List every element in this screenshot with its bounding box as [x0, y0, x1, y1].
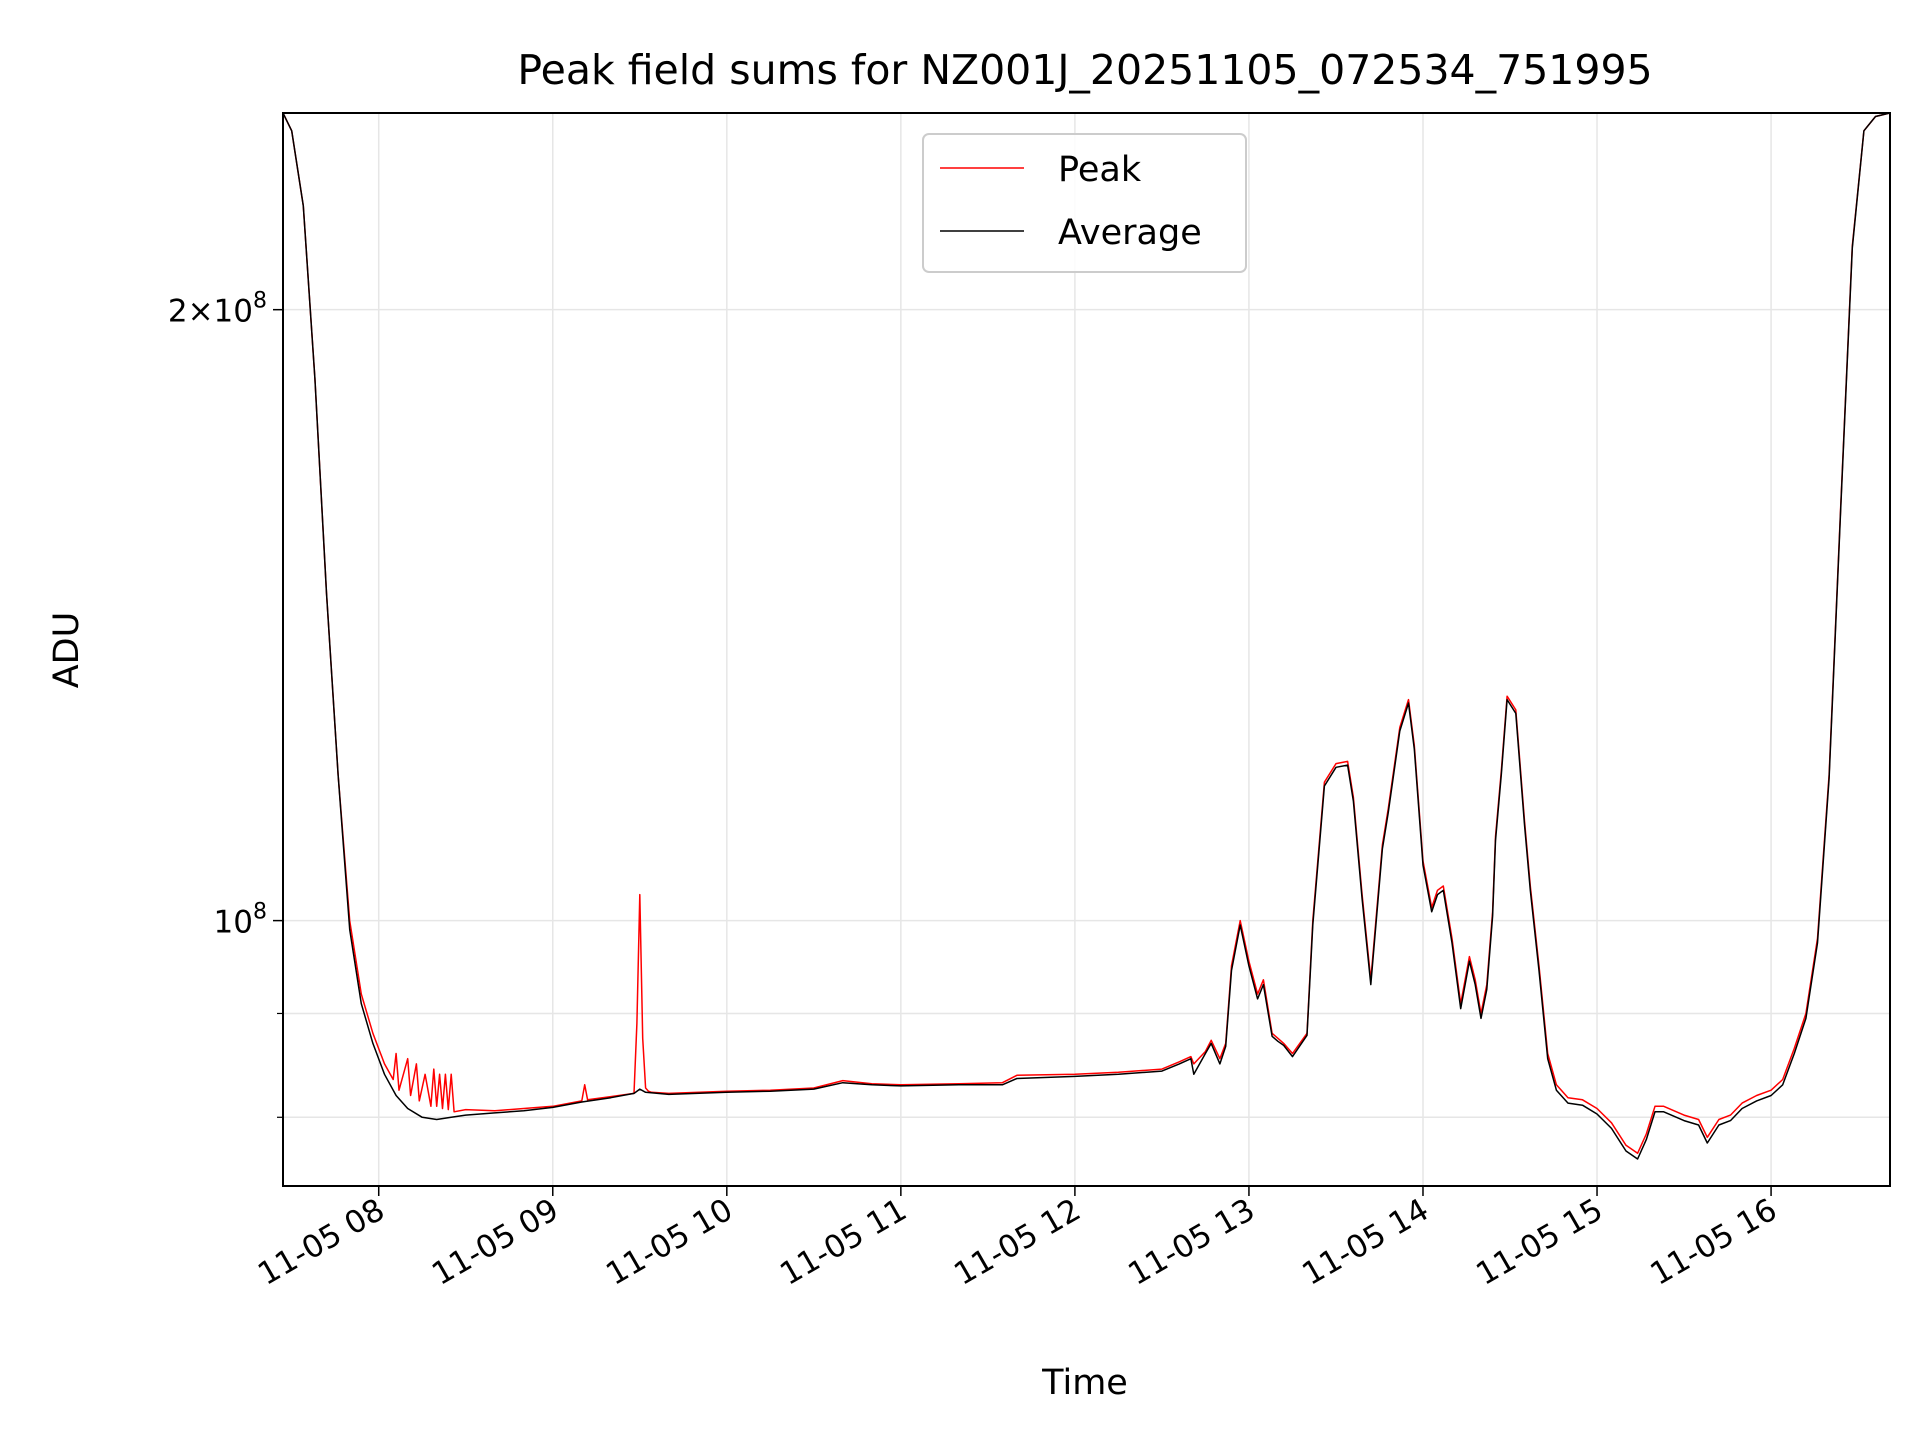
y-tick-mantissa: 2 [168, 294, 188, 330]
series-line-average [283, 113, 1890, 1160]
y-tick-exponent: 8 [253, 900, 267, 925]
series-line-peak [283, 113, 1890, 1155]
y-axis-label: ADU [47, 612, 87, 689]
legend-label-average: Average [1058, 213, 1202, 253]
y-tick-times: ×10 [188, 294, 253, 330]
y-tick-exponent: 8 [253, 289, 267, 314]
plot-frame [282, 112, 1891, 1187]
grid [283, 113, 1890, 1186]
legend-label-peak: Peak [1058, 150, 1142, 190]
y-tick-label: 108 [214, 900, 267, 941]
legend: Peak Average [922, 133, 1247, 273]
y-tick-base: 10 [214, 905, 253, 941]
x-axis-label: Time [1041, 1363, 1128, 1403]
series-layer [283, 113, 1890, 1160]
chart-title: Peak field sums for NZ001J_20251105_0725… [517, 46, 1652, 94]
y-tick-label: 2×108 [168, 289, 267, 330]
